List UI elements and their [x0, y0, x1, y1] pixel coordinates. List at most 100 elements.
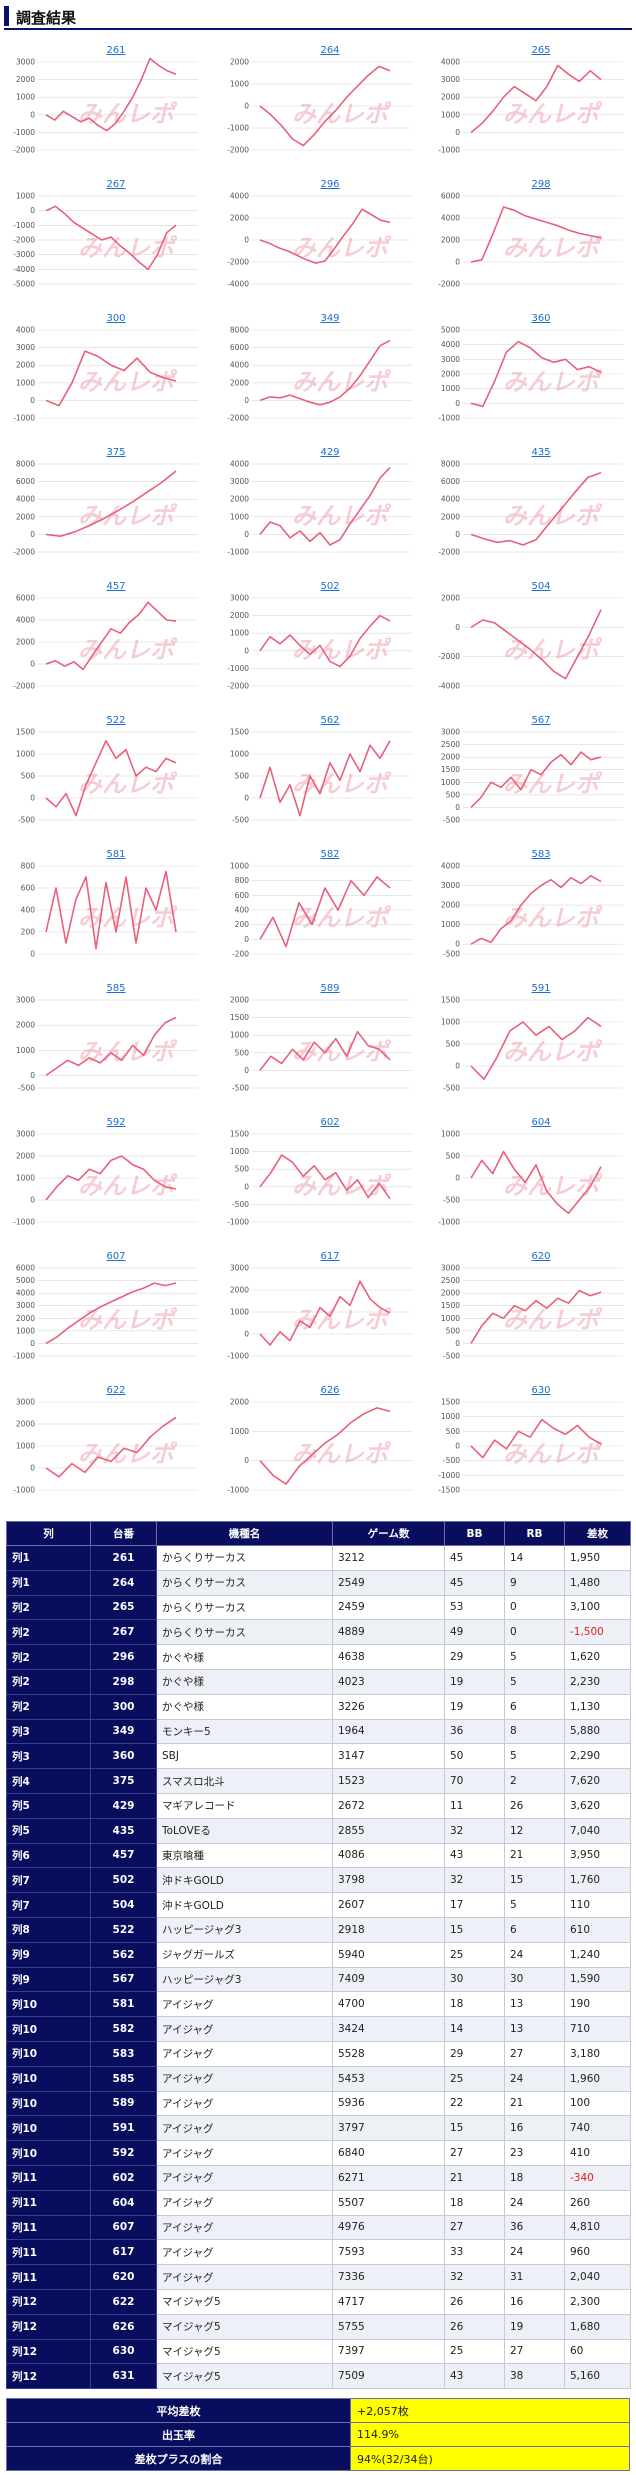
cell-value: 13	[504, 2016, 565, 2042]
cell-machine-number: 375	[90, 1768, 157, 1794]
chart-title-link[interactable]: 502	[320, 581, 339, 592]
cell-row-label: 列6	[6, 1842, 91, 1869]
y-tick-label: -2000	[438, 280, 460, 289]
cell-value: 27	[504, 2338, 565, 2365]
cell-value: 27	[444, 2214, 505, 2241]
y-tick-label: 500	[446, 1326, 461, 1335]
y-tick-label: 1000	[16, 1174, 35, 1183]
table-row: 列2 296 かぐや様 4638 29 5 1,620	[6, 1644, 631, 1670]
table-row: 列8 522 ハッピージャグ3 2918 15 6 610	[6, 1916, 631, 1943]
y-tick-label: 1500	[230, 728, 249, 737]
chart-title-link[interactable]: 583	[531, 849, 550, 860]
chart-title-link[interactable]: 607	[106, 1251, 125, 1262]
svg-text:みんレポ: みんレポ	[503, 1038, 603, 1066]
chart-title-link[interactable]: 620	[531, 1251, 550, 1262]
svg-text:みんレポ: みんレポ	[292, 636, 392, 664]
chart-title-link[interactable]: 457	[106, 581, 125, 592]
cell-value: 3,950	[564, 1842, 631, 1869]
chart-title-link[interactable]: 265	[531, 45, 550, 56]
cell-machine-number: 435	[90, 1817, 157, 1844]
cell-row-label: 列3	[6, 1743, 91, 1770]
y-tick-label: -1000	[227, 664, 249, 673]
chart-title-link[interactable]: 300	[106, 313, 125, 324]
cell-row-label: 列5	[6, 1817, 91, 1844]
cell-value: 5	[504, 1892, 565, 1918]
y-tick-label: 1000	[16, 93, 35, 102]
chart-title-link[interactable]: 622	[106, 1385, 125, 1396]
cell-value: 1,950	[564, 1545, 631, 1571]
chart-title-link[interactable]: 581	[106, 849, 125, 860]
y-tick-label: 2000	[16, 512, 35, 521]
cell-machine-number: 583	[90, 2040, 157, 2067]
cell-machine-number: 630	[90, 2338, 157, 2365]
watermark-logo: みんレポ	[292, 502, 392, 530]
chart-title-link[interactable]: 592	[106, 1117, 125, 1128]
chart-title-link[interactable]: 585	[106, 983, 125, 994]
chart-title-link[interactable]: 375	[106, 447, 125, 458]
y-tick-label: 1000	[230, 512, 249, 521]
chart-title-link[interactable]: 604	[531, 1117, 550, 1128]
y-tick-label: 2000	[230, 58, 249, 67]
chart-title-link[interactable]: 626	[320, 1385, 339, 1396]
cell-row-label: 列10	[6, 2065, 91, 2092]
table-row: 列10 591 アイジャグ 3797 15 16 740	[6, 2115, 631, 2142]
svg-text:みんレポ: みんレポ	[78, 1172, 178, 1200]
cell-value: 2,040	[564, 2264, 631, 2290]
chart-title-link[interactable]: 522	[106, 715, 125, 726]
chart-title-link[interactable]: 264	[320, 45, 339, 56]
y-tick-label: -1000	[227, 1218, 249, 1227]
chart-title-link[interactable]: 591	[531, 983, 550, 994]
series-line	[470, 1289, 602, 1344]
chart-title-link[interactable]: 602	[320, 1117, 339, 1128]
chart-title-link[interactable]: 435	[531, 447, 550, 458]
y-tick-label: 3000	[16, 58, 35, 67]
chart-title-link[interactable]: 504	[531, 581, 550, 592]
chart-title-link[interactable]: 617	[320, 1251, 339, 1262]
cell-value: アイジャグ	[156, 1991, 333, 2018]
cell-value: 36	[504, 2214, 565, 2241]
chart-title-link[interactable]: 360	[531, 313, 550, 324]
chart-375: 375 8000 6000 4000 2000 0 -2000 みんレポ	[13, 447, 198, 557]
cell-value: 3,100	[564, 1594, 631, 1621]
cell-row-label: 列11	[6, 2264, 91, 2290]
cell-value: 15	[444, 1916, 505, 1943]
cell-value: 3797	[332, 2115, 445, 2142]
watermark-logo: みんレポ	[78, 502, 178, 530]
chart-title-link[interactable]: 562	[320, 715, 339, 726]
chart-title-link[interactable]: 567	[531, 715, 550, 726]
watermark-logo: みんレポ	[78, 368, 178, 396]
chart-title-link[interactable]: 349	[320, 313, 339, 324]
cell-row-label: 列3	[6, 1718, 91, 1745]
cell-value: ジャグガールズ	[156, 1941, 333, 1968]
chart-title-link[interactable]: 630	[531, 1385, 550, 1396]
table-row: 列10 592 アイジャグ 6840 27 23 410	[6, 2140, 631, 2166]
y-tick-label: 200	[21, 928, 36, 937]
svg-text:みんレポ: みんレポ	[78, 636, 178, 664]
cell-value: 4086	[332, 1842, 445, 1869]
y-tick-label: -2000	[438, 652, 460, 661]
cell-row-label: 列1	[6, 1545, 91, 1571]
cell-value: 5936	[332, 2090, 445, 2117]
y-tick-label: 1000	[441, 1130, 460, 1139]
chart-title-link[interactable]: 429	[320, 447, 339, 458]
y-tick-label: 1500	[16, 728, 35, 737]
y-tick-label: -500	[18, 816, 35, 825]
cell-row-label: 列9	[6, 1941, 91, 1968]
svg-text:みんレポ: みんレポ	[503, 234, 603, 262]
chart-title-link[interactable]: 267	[106, 179, 125, 190]
y-tick-label: 3000	[230, 477, 249, 486]
cell-value: 24	[504, 1941, 565, 1968]
table-row: 列10 581 アイジャグ 4700 18 13 190	[6, 1991, 631, 2018]
column-header: 差枚	[564, 1521, 631, 1546]
chart-title-link[interactable]: 589	[320, 983, 339, 994]
cell-value: 5507	[332, 2189, 445, 2216]
chart-title-link[interactable]: 298	[531, 179, 550, 190]
chart-title-link[interactable]: 582	[320, 849, 339, 860]
table-row: 列2 300 かぐや様 3226 19 6 1,130	[6, 1693, 631, 1720]
y-tick-label: 0	[455, 128, 460, 137]
cell-value: 5755	[332, 2313, 445, 2340]
cell-value: からくりサーカス	[156, 1569, 333, 1596]
chart-title-link[interactable]: 296	[320, 179, 339, 190]
chart-title-link[interactable]: 261	[106, 45, 125, 56]
y-tick-label: 2000	[441, 753, 460, 762]
